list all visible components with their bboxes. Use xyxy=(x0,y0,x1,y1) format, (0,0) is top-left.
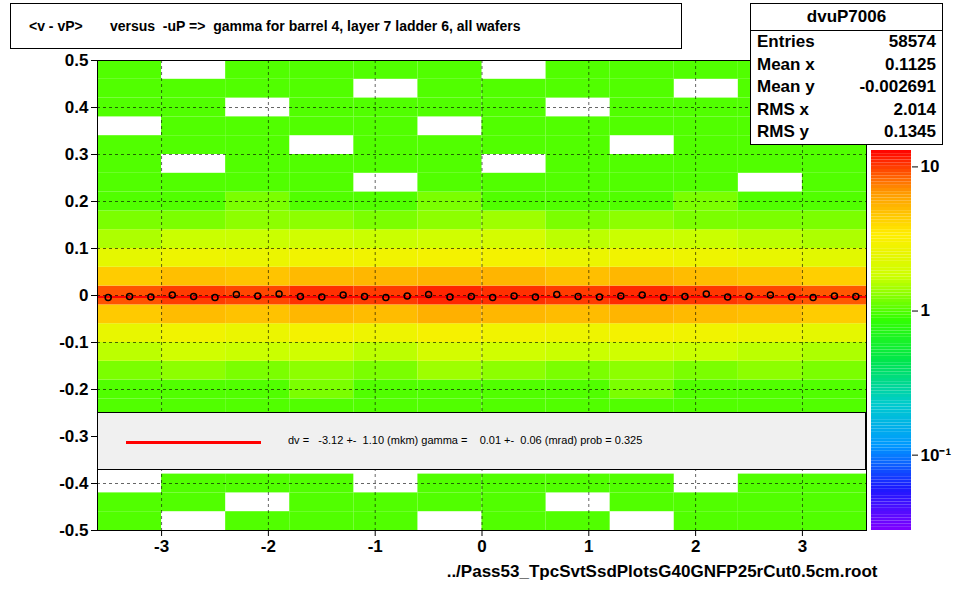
svg-text:2: 2 xyxy=(691,537,700,556)
svg-text:-1: -1 xyxy=(368,537,383,556)
svg-text:10: 10 xyxy=(921,157,940,176)
svg-text:-3: -3 xyxy=(154,537,169,556)
svg-text:3: 3 xyxy=(798,537,807,556)
html-text:dvuP7006: dvuP7006 xyxy=(806,7,887,26)
html-text:0.1345: 0.1345 xyxy=(884,122,936,141)
svg-text:-0.2: -0.2 xyxy=(59,380,88,399)
svg-text:0: 0 xyxy=(477,537,486,556)
svg-text:0.3: 0.3 xyxy=(65,145,89,164)
html-text:-0.002691: -0.002691 xyxy=(859,77,936,96)
svg-text:0.4: 0.4 xyxy=(65,98,89,117)
html-text:2.014: 2.014 xyxy=(893,99,936,119)
svg-text:10⁻¹: 10⁻¹ xyxy=(921,446,952,465)
svg-text:0.5: 0.5 xyxy=(65,51,89,70)
svg-text:0.2: 0.2 xyxy=(65,192,89,211)
svg-text:-2: -2 xyxy=(261,537,276,556)
html-text:<v - vP> versus -uP => gamma f: <v - vP> versus -uP => gamma for barrel … xyxy=(29,18,521,34)
html-text:Mean x: Mean x xyxy=(757,54,815,74)
html-text:0.1125: 0.1125 xyxy=(884,54,936,74)
svg-text:-0.3: -0.3 xyxy=(59,427,88,446)
html-text:58574: 58574 xyxy=(888,32,936,51)
svg-text:0.1: 0.1 xyxy=(65,239,89,258)
svg-text:-0.1: -0.1 xyxy=(59,333,88,352)
html-text:Entries: Entries xyxy=(757,32,815,51)
html-text:RMS y: RMS y xyxy=(757,122,809,141)
svg-text:../Pass53_TpcSvtSsdPlotsG40GNF: ../Pass53_TpcSvtSsdPlotsG40GNFP25rCut0.5… xyxy=(447,562,878,581)
svg-text:1: 1 xyxy=(921,301,930,320)
html-text:RMS x: RMS x xyxy=(757,99,809,119)
svg-text:-0.4: -0.4 xyxy=(59,474,89,493)
html-text:Mean y: Mean y xyxy=(757,77,815,96)
svg-text:1: 1 xyxy=(584,537,593,556)
html-text:dv = -3.12 +- 1.10 (mkm) gamma: dv = -3.12 +- 1.10 (mkm) gamma = 0.01 +-… xyxy=(288,434,643,446)
svg-text:-0.5: -0.5 xyxy=(59,521,88,540)
svg-text:0: 0 xyxy=(79,286,88,305)
